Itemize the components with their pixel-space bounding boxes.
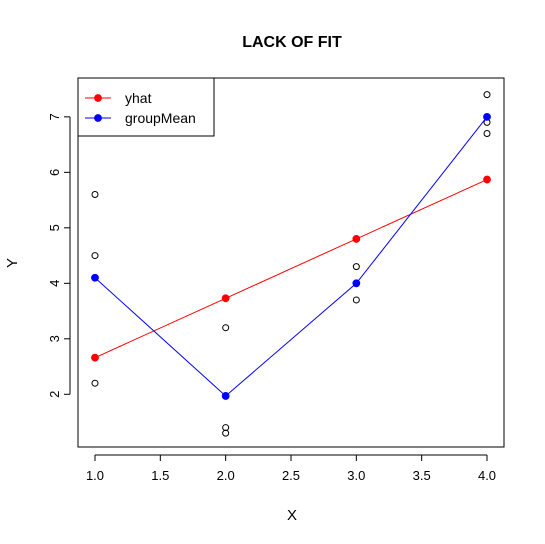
observation-point <box>483 91 491 99</box>
groupMean-point <box>91 273 99 282</box>
x-tick-label: 3.5 <box>413 468 431 483</box>
legend: yhat groupMean <box>77 77 215 137</box>
y-axis-label: Y <box>4 258 21 268</box>
series-layer <box>91 112 491 400</box>
chart-title: LACK OF FIT <box>242 34 342 51</box>
observation-point <box>352 263 360 271</box>
legend-swatch-point <box>94 114 102 122</box>
x-tick-label: 3.0 <box>347 468 365 483</box>
groupMean-line <box>94 116 488 397</box>
groupMean-point <box>221 392 230 400</box>
observation-point <box>91 252 99 260</box>
groupMean-point <box>352 279 361 288</box>
x-tick-label: 1.5 <box>151 468 169 483</box>
observation-point <box>222 429 230 437</box>
yhat-line <box>94 179 488 359</box>
observation-point <box>91 191 99 199</box>
yhat-point <box>91 353 99 362</box>
plot-frame <box>77 77 505 448</box>
yhat-point <box>483 175 491 184</box>
y-tick-label: 2 <box>47 391 62 398</box>
observation-point <box>352 296 360 304</box>
yhat-point <box>352 235 361 243</box>
observation-points <box>91 91 491 437</box>
y-axis: 2 3 4 5 6 7 <box>47 113 71 398</box>
x-tick-label: 2.0 <box>217 468 235 483</box>
x-axis: 1.0 1.5 2.0 2.5 3.0 3.5 4.0 <box>86 454 496 483</box>
legend-label: yhat <box>125 90 152 106</box>
x-tick-label: 1.0 <box>86 468 104 483</box>
y-tick-label: 4 <box>47 280 62 287</box>
observation-point <box>483 129 491 137</box>
yhat-point <box>221 294 230 303</box>
observation-point <box>222 324 230 332</box>
y-tick-label: 3 <box>47 335 62 342</box>
y-tick-label: 5 <box>47 224 62 231</box>
x-tick-label: 2.5 <box>282 468 300 483</box>
legend-swatch-point <box>94 94 102 102</box>
y-tick-label: 7 <box>47 113 62 120</box>
y-tick-label: 6 <box>47 169 62 176</box>
x-axis-label: X <box>287 507 297 524</box>
observation-point <box>91 379 99 387</box>
x-tick-label: 4.0 <box>478 468 496 483</box>
legend-box <box>77 77 215 137</box>
groupMean-point <box>483 112 491 121</box>
legend-label: groupMean <box>125 110 196 126</box>
